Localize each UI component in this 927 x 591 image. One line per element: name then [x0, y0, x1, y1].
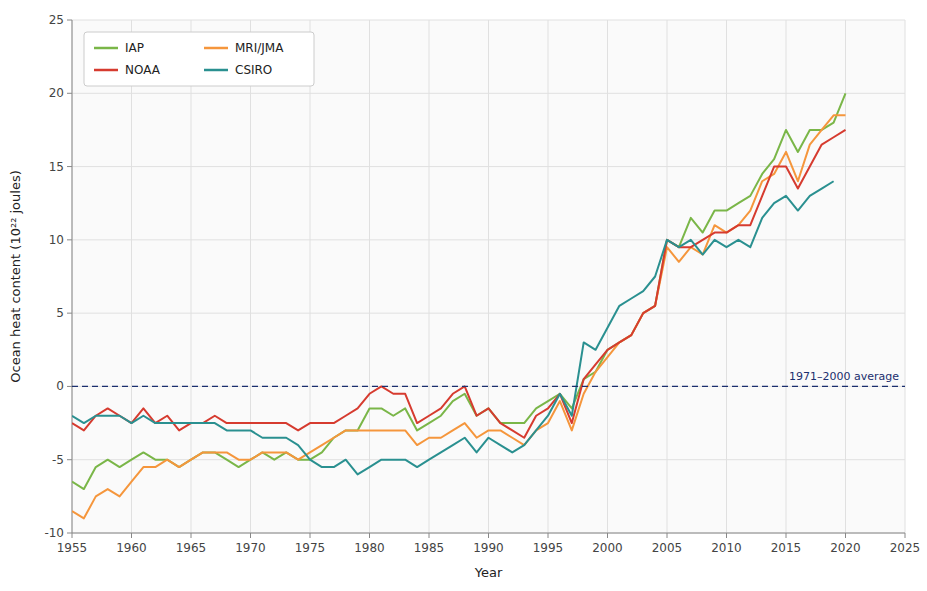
x-tick	[72, 533, 73, 538]
x-tick	[250, 533, 251, 538]
x-tick	[667, 533, 668, 538]
x-axis-title: Year	[474, 565, 503, 580]
y-tick	[67, 533, 72, 534]
legend-swatch	[94, 69, 118, 72]
y-tick	[67, 386, 72, 387]
x-grid-line	[845, 20, 846, 533]
y-tick	[67, 459, 72, 460]
legend-swatch	[94, 47, 118, 50]
x-grid-line	[905, 20, 906, 533]
series-line	[72, 93, 846, 489]
x-grid-line	[786, 20, 787, 533]
y-axis-line	[72, 20, 73, 533]
x-tick	[131, 533, 132, 538]
x-tick	[845, 533, 846, 538]
x-tick-label: 2000	[592, 541, 623, 555]
x-tick	[369, 533, 370, 538]
x-tick	[548, 533, 549, 538]
legend-box	[84, 32, 314, 86]
x-tick-label: 2010	[711, 541, 742, 555]
y-tick	[67, 93, 72, 94]
y-tick	[67, 166, 72, 167]
y-tick-label: 10	[49, 233, 64, 247]
x-grid-line	[667, 20, 668, 533]
y-tick-label: -10	[44, 526, 64, 540]
plot-background	[72, 20, 905, 533]
y-tick	[67, 313, 72, 314]
series-line	[72, 115, 846, 518]
x-tick-label: 1980	[354, 541, 385, 555]
x-axis-line	[72, 533, 905, 534]
x-tick-label: 2015	[771, 541, 802, 555]
x-tick	[191, 533, 192, 538]
y-tick	[67, 239, 72, 240]
x-grid-line	[548, 20, 549, 533]
y-tick	[67, 20, 72, 21]
x-tick-label: 1975	[295, 541, 326, 555]
x-grid-line	[429, 20, 430, 533]
x-tick-label: 2025	[890, 541, 921, 555]
x-tick-label: 1985	[414, 541, 445, 555]
y-grid-line	[72, 533, 905, 534]
x-grid-line	[369, 20, 370, 533]
x-grid-line	[72, 20, 73, 533]
x-tick	[905, 533, 906, 538]
x-tick	[429, 533, 430, 538]
y-axis-title: Ocean heat content (10²² joules)	[8, 170, 23, 382]
reference-label: 1971–2000 average	[789, 370, 899, 383]
series-line	[72, 130, 846, 438]
x-grid-line	[488, 20, 489, 533]
x-tick-label: 1995	[533, 541, 564, 555]
x-tick	[726, 533, 727, 538]
y-tick-label: -5	[52, 453, 64, 467]
legend-label: CSIRO	[235, 63, 272, 77]
legend-swatch	[204, 47, 228, 50]
x-tick-label: 1970	[235, 541, 266, 555]
series-group	[72, 93, 846, 518]
annotation-group	[72, 386, 905, 387]
x-tick	[607, 533, 608, 538]
series-line	[72, 181, 834, 474]
x-tick-label: 2020	[830, 541, 861, 555]
chart: -10-505101520251955196019651970197519801…	[0, 0, 927, 591]
legend-label: MRI/JMA	[235, 41, 284, 55]
x-grid-line	[607, 20, 608, 533]
chart-container: -10-505101520251955196019651970197519801…	[0, 0, 927, 591]
x-grid-line	[726, 20, 727, 533]
legend: IAP MRI/JMA NOAA CSIRO	[84, 32, 314, 86]
legend-swatch	[204, 69, 228, 72]
x-tick	[310, 533, 311, 538]
x-tick-label: 1990	[473, 541, 504, 555]
reference-line	[72, 386, 905, 387]
x-grid-line	[250, 20, 251, 533]
x-tick-label: 1955	[57, 541, 88, 555]
y-tick-label: 20	[49, 86, 64, 100]
y-tick-label: 15	[49, 160, 64, 174]
x-tick-label: 2005	[652, 541, 683, 555]
legend-label: IAP	[125, 41, 144, 55]
grid	[72, 20, 905, 533]
x-grid-line	[310, 20, 311, 533]
x-grid-line	[131, 20, 132, 533]
legend-label: NOAA	[125, 63, 161, 77]
x-tick-label: 1960	[116, 541, 147, 555]
x-tick	[786, 533, 787, 538]
x-tick	[488, 533, 489, 538]
y-tick-label: 5	[56, 306, 64, 320]
y-tick-label: 0	[56, 379, 64, 393]
x-tick-label: 1965	[176, 541, 207, 555]
y-tick-label: 25	[49, 13, 64, 27]
x-grid-line	[191, 20, 192, 533]
